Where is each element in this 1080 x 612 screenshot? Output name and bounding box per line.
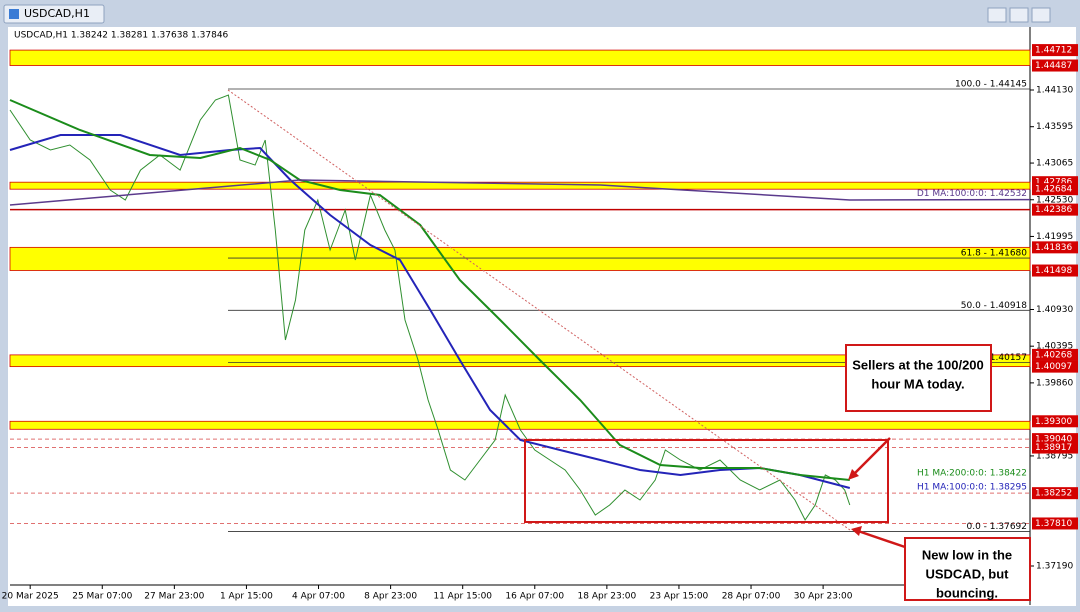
fib-label: 0.0 - 1.37692 [967,522,1028,532]
x-tick-label: 27 Mar 23:00 [144,592,204,602]
range-box [524,439,889,523]
y-tick-label: 1.42530 [1036,195,1073,205]
chart-info: USDCAD,H1 1.38242 1.38281 1.37638 1.3784… [14,31,229,41]
price-tag [1032,241,1078,254]
series-line [9,179,1031,206]
x-tick-label: 11 Apr 15:00 [433,592,492,602]
price-tag-label: 1.38252 [1035,489,1072,499]
price-tag [1032,203,1078,216]
price-tag-label: 1.39040 [1035,435,1072,445]
zone-band [9,181,1031,190]
y-tick-label: 1.43065 [1036,159,1073,169]
arrow [857,529,906,549]
price-tag-label: 1.40097 [1035,362,1072,372]
price-tag-label: 1.39300 [1035,417,1072,427]
close-button[interactable] [1031,7,1051,23]
fib-label: 38.2 - 1.40157 [961,353,1027,363]
annotation-box [845,344,992,412]
price-tag [1032,487,1078,500]
price-tag [1032,183,1078,196]
tab-title: USDCAD,H1 [24,7,90,20]
price-tag [1032,264,1078,277]
price-tag [1032,360,1078,373]
annotation-text: bouncing. [936,585,998,600]
tab[interactable] [3,4,105,24]
price-tag [1032,415,1078,428]
y-tick-label: 1.41995 [1036,232,1073,242]
annotation-box [904,537,1031,601]
fib-label: 61.8 - 1.41680 [961,249,1027,259]
ma-label: H1 MA:200:0:0: 1.38422 [917,468,1027,478]
price-tag-label: 1.40268 [1035,350,1072,360]
x-tick-label: 8 Apr 23:00 [364,592,417,602]
x-tick-label: 18 Apr 23:00 [578,592,637,602]
fib-trend-line [227,89,851,531]
y-tick-label: 1.37190 [1036,562,1073,572]
x-tick-label: 1 Apr 15:00 [220,592,273,602]
annotation-text: New low in the [922,547,1012,562]
arrow [851,437,891,477]
tab-icon [9,9,19,19]
price-tag [1032,59,1078,72]
x-tick-label: 25 Mar 07:00 [72,592,132,602]
price-tag [1032,348,1078,361]
chart-area [8,27,1076,606]
series-line [9,134,851,489]
price-tag-label: 1.42684 [1035,185,1072,195]
minimize-button[interactable] [987,7,1007,23]
annotation-text: USDCAD, but [925,566,1009,581]
price-tag [1032,441,1078,454]
price-tag-label: 1.38917 [1035,443,1072,453]
x-tick-label: 20 Mar 2025 [2,592,59,602]
x-tick-label: 16 Apr 07:00 [505,592,564,602]
series-line [9,94,851,521]
annotation-text: hour MA today. [871,376,964,391]
x-tick-label: 28 Apr 07:00 [722,592,781,602]
x-tick-label: 23 Apr 15:00 [650,592,709,602]
price-tag-label: 1.41498 [1035,266,1072,276]
zone-band [9,246,1031,271]
x-tick-label: 4 Apr 07:00 [292,592,345,602]
price-tag-label: 1.44712 [1035,46,1072,56]
ma-label: H1 MA:100:0:0: 1.38295 [917,483,1027,493]
price-tag-label: 1.42786 [1035,178,1072,188]
y-tick-label: 1.39860 [1036,378,1073,388]
annotation-text: Sellers at the 100/200 [852,357,984,372]
y-tick-label: 1.44130 [1036,86,1073,96]
y-tick-label: 1.43595 [1036,122,1073,132]
fib-label: 50.0 - 1.40918 [961,301,1027,311]
maximize-button[interactable] [1009,7,1029,23]
zone-band [9,354,1031,368]
price-tag-label: 1.42386 [1035,205,1072,215]
arrow-head [851,526,862,536]
y-tick-label: 1.38795 [1036,451,1073,461]
x-tick-label: 30 Apr 23:00 [794,592,853,602]
price-tag [1032,44,1078,57]
y-tick-label: 1.40930 [1036,305,1073,315]
price-tag [1032,517,1078,530]
price-tag-label: 1.44487 [1035,61,1072,71]
fib-label: 100.0 - 1.44145 [955,79,1027,89]
series-line [9,99,850,481]
arrow-head [848,469,859,480]
zone-band [9,49,1031,66]
price-tag-label: 1.41836 [1035,243,1072,253]
ma-label: D1 MA:100:0:0: 1.42532 [917,189,1027,199]
y-tick-label: 1.40395 [1036,342,1073,352]
price-tag-label: 1.37810 [1035,519,1072,529]
